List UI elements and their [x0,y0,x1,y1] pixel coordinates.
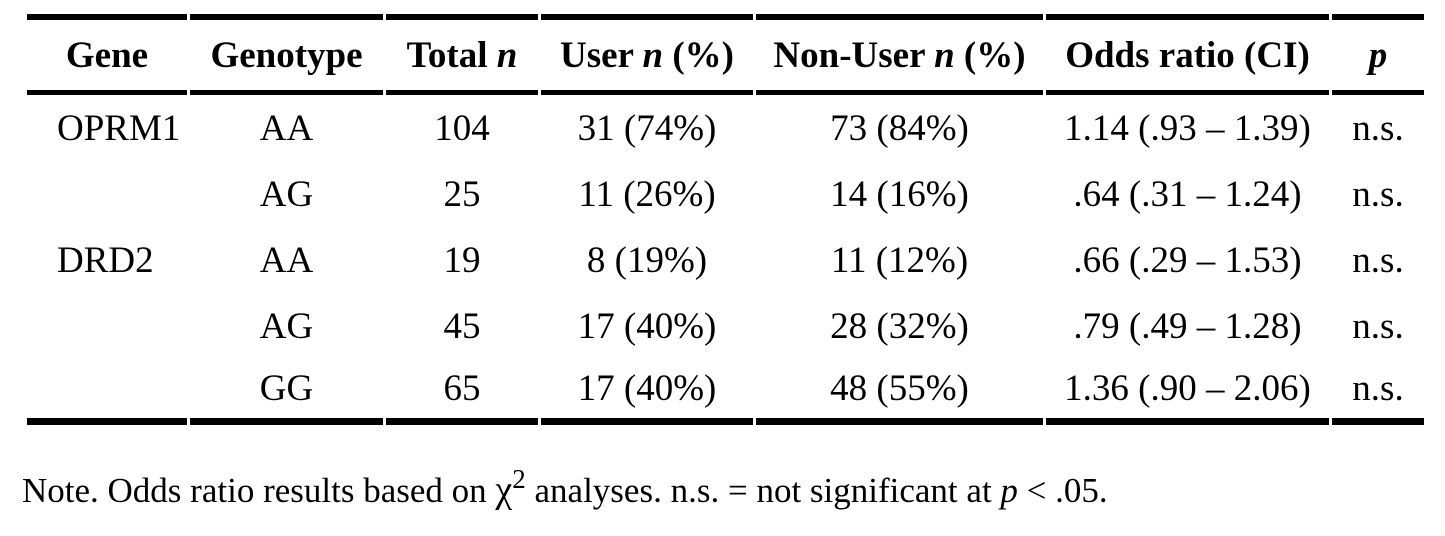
cell-total-n: 25 [443,173,481,215]
header-label: Total [406,34,497,76]
column-header-p: p [1332,14,1424,95]
cell-p: n.s. [1332,359,1424,425]
cell-total-n: 65 [386,359,538,425]
cell-non-user-n: 11 (12%) [830,239,969,281]
column-header-user-n: User n (%) [541,14,753,95]
cell-gene [27,293,187,359]
cell-p: n.s. [1352,239,1404,281]
table-row: GG 65 17 (40%) 48 (55%) 1.36 (.90 – 2.06… [27,359,1424,425]
cell-non-user-n: 73 (84%) [830,107,969,149]
cell-gene [27,359,187,425]
header-label: (%) [663,34,735,76]
header-label: Genotype [210,34,363,76]
table-row: AG 25 11 (26%) 14 (16%) .64 (.31 – 1.24)… [27,161,1424,227]
header-label-italic-n: n [934,34,955,76]
header-label-italic-n: n [642,34,664,76]
cell-odds-ratio: .64 (.31 – 1.24) [1073,173,1302,215]
cell-non-user-n: 48 (55%) [756,359,1043,425]
cell-p: n.s. [1352,305,1404,347]
note-text: analyses. n.s. = not significant at [525,471,1001,510]
cell-odds-ratio: .79 (.49 – 1.28) [1073,305,1302,347]
cell-genotype: AA [259,239,314,281]
genotype-odds-ratio-table: Gene Genotype Total n User n (%) Non-Use… [24,14,1427,425]
cell-p: n.s. [1352,173,1404,215]
cell-p: n.s. [1352,107,1404,149]
table-note: Note. Odds ratio results based on χ2 ana… [22,462,1108,519]
p-symbol: p [1000,471,1018,510]
column-header-genotype: Genotype [190,14,383,95]
column-header-non-user-n: Non-User n (%) [756,14,1043,95]
table-row: AG 45 17 (40%) 28 (32%) .79 (.49 – 1.28)… [27,293,1424,359]
header-label: Non-User [773,34,935,76]
header-label: (%) [954,34,1026,76]
header-row: Gene Genotype Total n User n (%) Non-Use… [27,14,1424,95]
note-text: < .05. [1017,471,1108,510]
cell-user-n: 31 (74%) [577,107,717,149]
cell-gene: OPRM1 [57,107,181,149]
column-header-gene: Gene [27,14,187,95]
header-label: Odds ratio (CI) [1065,34,1310,76]
cell-total-n: 45 [443,305,481,347]
cell-genotype: AG [259,173,314,215]
column-header-odds-ratio: Odds ratio (CI) [1046,14,1329,95]
cell-user-n: 17 (40%) [541,359,753,425]
cell-user-n: 11 (26%) [578,173,716,215]
header-label: User [559,34,643,76]
cell-non-user-n: 14 (16%) [830,173,969,215]
cell-odds-ratio: 1.14 (.93 – 1.39) [1064,107,1311,149]
chi-exponent: 2 [512,464,526,494]
cell-user-n: 17 (40%) [577,305,717,347]
header-label-italic-p: p [1368,34,1388,76]
table-row: OPRM1 AA 104 31 (74%) 73 (84%) 1.14 (.93… [27,95,1424,161]
table-row: DRD2 AA 19 8 (19%) 11 (12%) .66 (.29 – 1… [27,227,1424,293]
header-label: Gene [65,34,149,76]
note-text: Note. Odds ratio results based on [22,471,496,510]
cell-odds-ratio: 1.36 (.90 – 2.06) [1046,359,1329,425]
cell-genotype: AG [259,305,314,347]
cell-genotype: GG [190,359,383,425]
chi-symbol: χ [495,469,513,511]
header-label-italic-n: n [496,34,518,76]
cell-gene: DRD2 [57,239,154,281]
cell-total-n: 19 [443,239,481,281]
column-header-total-n: Total n [386,14,538,95]
cell-user-n: 8 (19%) [586,239,708,281]
cell-total-n: 104 [434,107,490,149]
cell-non-user-n: 28 (32%) [830,305,969,347]
cell-odds-ratio: .66 (.29 – 1.53) [1073,239,1302,281]
cell-genotype: AA [259,107,314,149]
cell-gene [27,161,187,227]
